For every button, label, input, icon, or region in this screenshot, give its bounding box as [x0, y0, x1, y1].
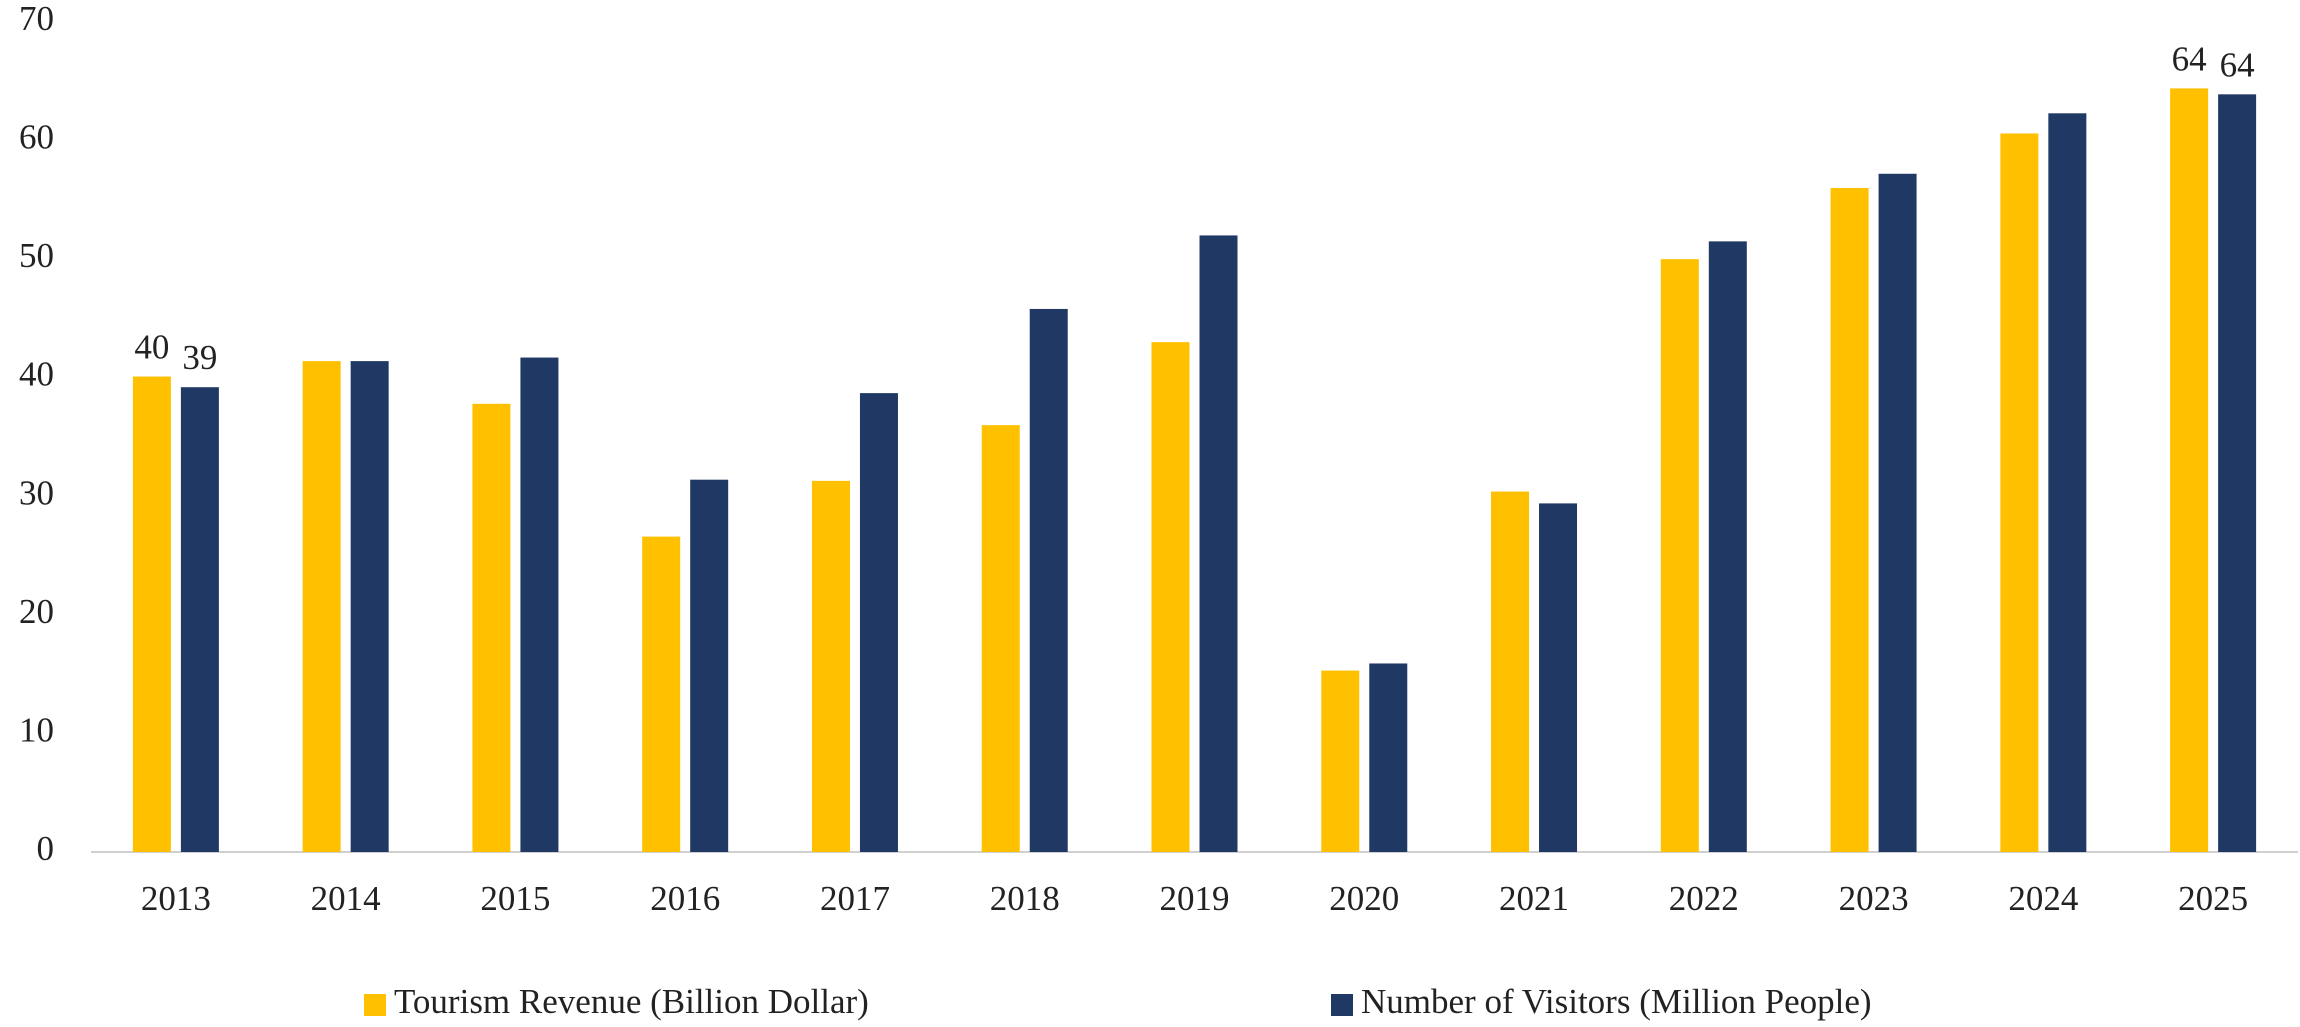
- bar: [1321, 670, 1360, 852]
- bar: [180, 387, 219, 852]
- x-tick-label: 2013: [141, 879, 211, 918]
- bar: [1151, 342, 1190, 852]
- bar: [1708, 241, 1747, 852]
- y-tick-label: 0: [37, 829, 55, 868]
- bar: [2170, 88, 2209, 852]
- bar: [2218, 94, 2257, 853]
- bar: [302, 361, 341, 852]
- bar: [520, 357, 559, 852]
- x-tick-label: 2023: [1839, 879, 1909, 918]
- x-tick-label: 2022: [1669, 879, 1739, 918]
- bar: [1369, 663, 1408, 852]
- bar: [690, 479, 729, 852]
- y-tick-label: 60: [19, 118, 54, 157]
- bar: [1830, 188, 1869, 852]
- data-label: 64: [2220, 45, 2255, 84]
- data-label: 64: [2172, 39, 2207, 78]
- x-tick-label: 2019: [1160, 879, 1230, 918]
- x-tick-label: 2020: [1329, 879, 1399, 918]
- x-tick-label: 2021: [1499, 879, 1569, 918]
- bar: [1878, 173, 1917, 852]
- legend-swatch: [1331, 994, 1353, 1016]
- x-tick-label: 2018: [990, 879, 1060, 918]
- y-tick-label: 70: [19, 0, 54, 38]
- bar: [642, 536, 681, 852]
- bar: [2000, 133, 2039, 852]
- data-label: 40: [134, 328, 169, 367]
- x-tick-label: 2017: [820, 879, 890, 918]
- legend-label: Tourism Revenue (Billion Dollar): [394, 982, 869, 1021]
- data-label: 39: [182, 338, 217, 377]
- bar: [811, 480, 850, 852]
- x-tick-label: 2014: [311, 879, 381, 918]
- x-tick-label: 2024: [2008, 879, 2078, 918]
- bar: [859, 393, 898, 852]
- x-tick-label: 2016: [650, 879, 720, 918]
- bar: [981, 425, 1020, 852]
- bar: [1660, 259, 1699, 853]
- y-tick-label: 40: [19, 355, 54, 394]
- bar: [2048, 113, 2087, 853]
- bar: [132, 376, 171, 852]
- bar: [472, 403, 511, 852]
- bar: [1491, 491, 1530, 852]
- y-tick-label: 20: [19, 592, 54, 631]
- bar: [1029, 308, 1068, 852]
- y-tick-label: 50: [19, 236, 54, 275]
- x-tick-label: 2025: [2178, 879, 2248, 918]
- bar: [1199, 235, 1238, 852]
- y-tick-label: 30: [19, 473, 54, 512]
- bar: [1539, 503, 1578, 852]
- bar: [350, 361, 389, 852]
- legend-swatch: [364, 994, 386, 1016]
- x-tick-label: 2015: [480, 879, 550, 918]
- y-tick-label: 10: [19, 710, 54, 749]
- legend-label: Number of Visitors (Million People): [1361, 982, 1872, 1021]
